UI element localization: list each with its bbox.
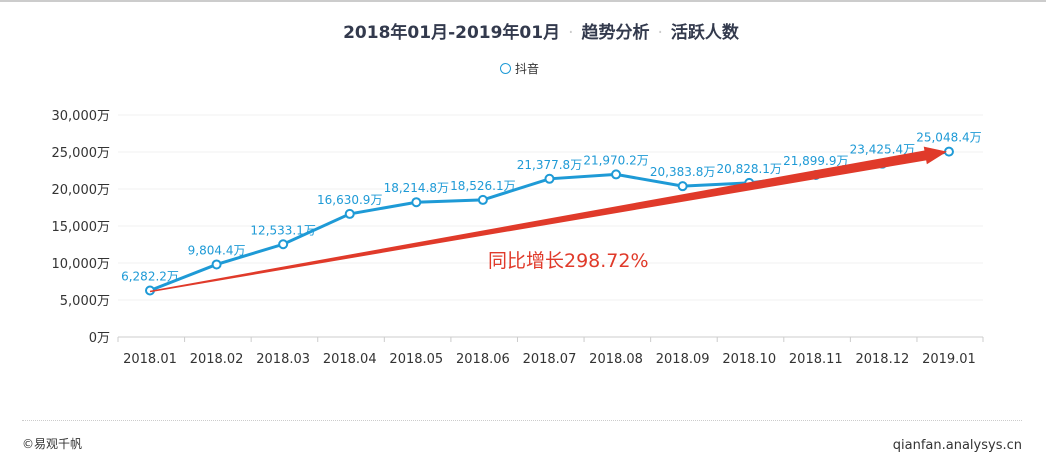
copyright: ©易观千帆 (22, 437, 83, 451)
data-label: 9,804.4万 (188, 243, 246, 257)
x-tick-label: 2018.07 (523, 352, 577, 367)
footer-divider (22, 420, 1022, 421)
data-label: 16,630.9万 (317, 193, 382, 207)
data-label: 21,899.9万 (783, 154, 848, 168)
y-tick-label: 25,000万 (52, 146, 111, 161)
data-label: 6,282.2万 (121, 270, 179, 284)
data-label: 12,533.1万 (250, 223, 315, 237)
growth-arrow (149, 146, 947, 293)
data-label: 18,526.1万 (450, 179, 515, 193)
title-period: 2018年01月-2019年01月 (343, 23, 561, 43)
data-point (544, 173, 555, 184)
data-label: 25,048.4万 (916, 131, 981, 145)
data-point (411, 197, 422, 208)
title-section: 趋势分析 (581, 23, 650, 43)
chart-title: 2018年01月-2019年01月 · 趋势分析 · 活跃人数 (343, 23, 739, 43)
title-metric: 活跃人数 (670, 23, 739, 43)
data-point (211, 259, 222, 270)
x-tick-label: 2019.01 (922, 352, 976, 367)
legend-marker-icon (500, 63, 511, 74)
x-tick-label: 2018.12 (855, 352, 909, 367)
data-label: 21,377.8万 (517, 158, 582, 172)
data-label: 18,214.8万 (384, 181, 449, 195)
y-tick-label: 20,000万 (52, 183, 111, 198)
y-tick-label: 0万 (89, 331, 110, 346)
x-tick-label: 2018.08 (589, 352, 643, 367)
data-point (344, 208, 355, 219)
growth-annotation: 同比增长298.72% (488, 250, 649, 272)
data-label: 20,383.8万 (650, 165, 715, 179)
data-point (278, 239, 289, 250)
data-point (611, 169, 622, 180)
x-tick-label: 2018.11 (789, 352, 843, 367)
x-tick-label: 2018.04 (323, 352, 377, 367)
y-tick-label: 10,000万 (52, 257, 111, 272)
x-tick-label: 2018.10 (722, 352, 776, 367)
y-tick-label: 30,000万 (52, 109, 111, 124)
x-tick-label: 2018.03 (256, 352, 310, 367)
y-tick-label: 5,000万 (60, 294, 110, 309)
x-tick-label: 2018.05 (389, 352, 443, 367)
x-tick-label: 2018.09 (656, 352, 710, 367)
data-point (677, 181, 688, 192)
data-point (477, 194, 488, 205)
x-tick-label: 2018.01 (123, 352, 177, 367)
x-tick-label: 2018.02 (190, 352, 244, 367)
legend-item-douyin[interactable]: 抖音 (500, 60, 539, 77)
legend-label: 抖音 (515, 62, 540, 76)
site-url: qianfan.analysys.cn (892, 438, 1022, 453)
y-tick-label: 15,000万 (52, 220, 111, 235)
data-label: 23,425.4万 (850, 143, 915, 157)
x-tick-label: 2018.06 (456, 352, 510, 367)
data-label: 21,970.2万 (583, 153, 648, 167)
data-label: 20,828.1万 (716, 162, 781, 176)
